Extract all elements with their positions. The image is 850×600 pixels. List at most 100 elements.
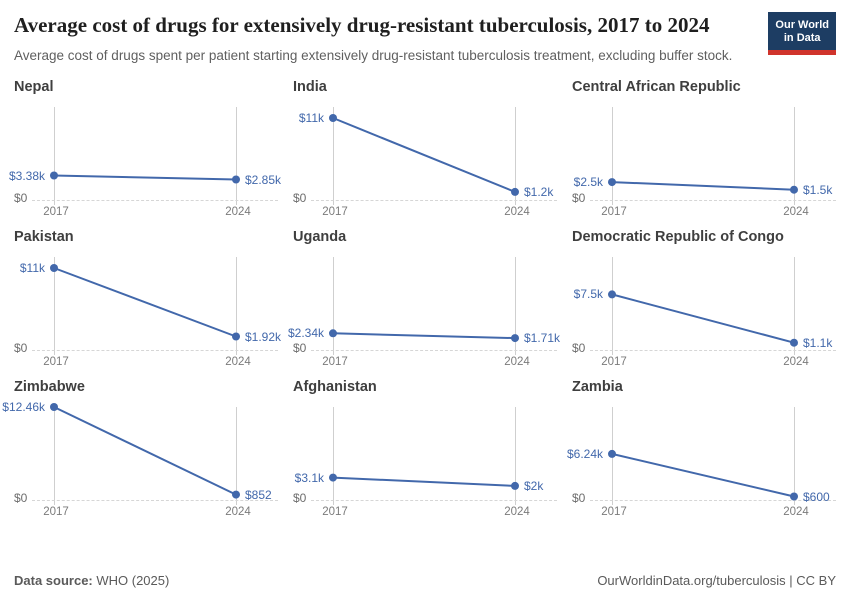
data-point-start [50, 171, 58, 180]
gridline-2017 [54, 407, 55, 505]
trend-line [332, 117, 516, 193]
trend-svg [329, 329, 519, 343]
x-tick-2017: 2017 [322, 206, 348, 218]
trend-line [611, 452, 795, 498]
chart-panel: Nepal $0 $3.38k $2.85k 2017 2024 [9, 77, 282, 227]
trend-line [53, 406, 237, 496]
gridline-2017 [333, 257, 334, 355]
value-label-end: $1.2k [524, 184, 554, 199]
x-tick-2024: 2024 [225, 506, 251, 518]
panel-plot: $0 $2.5k $1.5k 2017 2024 [572, 107, 836, 218]
panel-plot: $0 $6.24k $600 2017 2024 [567, 407, 836, 518]
trend-svg [50, 264, 240, 341]
zero-label: $0 [14, 341, 28, 355]
value-label-start: $2.34k [287, 326, 324, 341]
trend-svg [608, 178, 798, 194]
data-point-end [790, 185, 798, 194]
zero-axis-line [590, 200, 836, 201]
footer-right: OurWorldinData.org/tuberculosis | CC BY [597, 573, 836, 588]
gridline-2024 [515, 107, 516, 205]
panel-title: Nepal [14, 79, 54, 95]
gridline-2024 [236, 107, 237, 205]
x-tick-2017: 2017 [601, 206, 627, 218]
gridline-2017 [612, 257, 613, 355]
owid-logo[interactable]: Our World in Data [768, 12, 836, 55]
trend-svg [50, 171, 240, 184]
chart-panel: Zambia $0 $6.24k $600 2017 2024 [567, 377, 836, 527]
data-point-end [511, 334, 519, 343]
gridline-2017 [333, 107, 334, 205]
trend-line [332, 476, 516, 487]
data-point-start [329, 114, 337, 122]
x-tick-2024: 2024 [504, 506, 530, 518]
panel-title: Zimbabwe [14, 379, 85, 395]
owid-logo-line1: Our World [775, 19, 829, 31]
data-point-end [511, 187, 519, 196]
value-label-start: $11k [19, 261, 45, 275]
data-point-end [232, 490, 240, 499]
x-tick-2024: 2024 [225, 206, 251, 218]
zero-label: $0 [572, 491, 586, 505]
value-label-end: $852 [245, 487, 272, 502]
gridline-2017 [54, 107, 55, 205]
trend-svg [608, 290, 798, 347]
data-point-start [329, 329, 337, 338]
zero-axis-line [311, 500, 557, 501]
x-tick-2017: 2017 [43, 356, 69, 368]
page-subtitle: Average cost of drugs spent per patient … [14, 48, 733, 64]
zero-axis-line [590, 350, 836, 351]
value-label-start: $7.5k [573, 287, 603, 302]
panel-title: Zambia [572, 379, 623, 395]
zero-label: $0 [14, 191, 28, 205]
trend-svg [608, 449, 798, 501]
header: Average cost of drugs for extensively dr… [14, 0, 836, 65]
data-point-start [608, 290, 616, 299]
gridline-2024 [794, 107, 795, 205]
page-title: Average cost of drugs for extensively dr… [14, 13, 710, 37]
value-label-start: $12.46k [2, 400, 45, 414]
trend-svg [50, 403, 240, 499]
zero-label: $0 [14, 491, 28, 505]
value-label-end: $2k [524, 478, 544, 493]
value-label-end: $1.92k [245, 329, 282, 344]
zero-label: $0 [293, 191, 307, 205]
x-tick-2017: 2017 [601, 506, 627, 518]
charts-grid: Nepal $0 $3.38k $2.85k 2017 2024 India $… [2, 77, 836, 527]
chart-panel: Uganda $0 $2.34k $1.71k 2017 2024 [288, 227, 560, 377]
value-label-start: $3.38k [8, 168, 45, 183]
x-tick-2024: 2024 [783, 356, 809, 368]
value-label-end: $2.85k [245, 172, 282, 187]
x-tick-2024: 2024 [504, 206, 530, 218]
value-label-start: $11k [298, 111, 324, 125]
trend-svg [329, 114, 519, 196]
owid-logo-line2: in Data [783, 32, 821, 44]
zero-label: $0 [572, 341, 586, 355]
zero-label: $0 [572, 191, 586, 205]
value-label-start: $6.24k [566, 446, 603, 461]
zero-axis-line [32, 200, 278, 201]
x-tick-2017: 2017 [43, 206, 69, 218]
panel-plot: $0 $11k $1.2k 2017 2024 [293, 107, 557, 218]
trend-line [53, 267, 237, 338]
data-point-end [790, 338, 798, 347]
data-point-start [50, 264, 58, 272]
value-label-end: $1.1k [803, 335, 833, 350]
footer-link[interactable]: OurWorldinData.org/tuberculosis [597, 573, 786, 588]
x-tick-2017: 2017 [43, 506, 69, 518]
panel-title: Uganda [293, 229, 347, 245]
gridline-2024 [515, 407, 516, 505]
footer-license: CC BY [796, 573, 836, 588]
value-label-end: $600 [803, 489, 830, 504]
panel-title: Central African Republic [572, 79, 741, 95]
panel-title: Democratic Republic of Congo [572, 229, 784, 245]
trend-line [332, 332, 516, 340]
gridline-2024 [794, 257, 795, 355]
chart-panel: Afghanistan $0 $3.1k $2k 2017 2024 [293, 377, 557, 527]
data-point-end [511, 481, 519, 490]
data-point-end [232, 175, 240, 184]
footer-separator: | [785, 573, 797, 588]
chart-panel: India $0 $11k $1.2k 2017 2024 [293, 77, 557, 227]
source-label: Data source: [14, 573, 93, 588]
x-tick-2017: 2017 [322, 506, 348, 518]
